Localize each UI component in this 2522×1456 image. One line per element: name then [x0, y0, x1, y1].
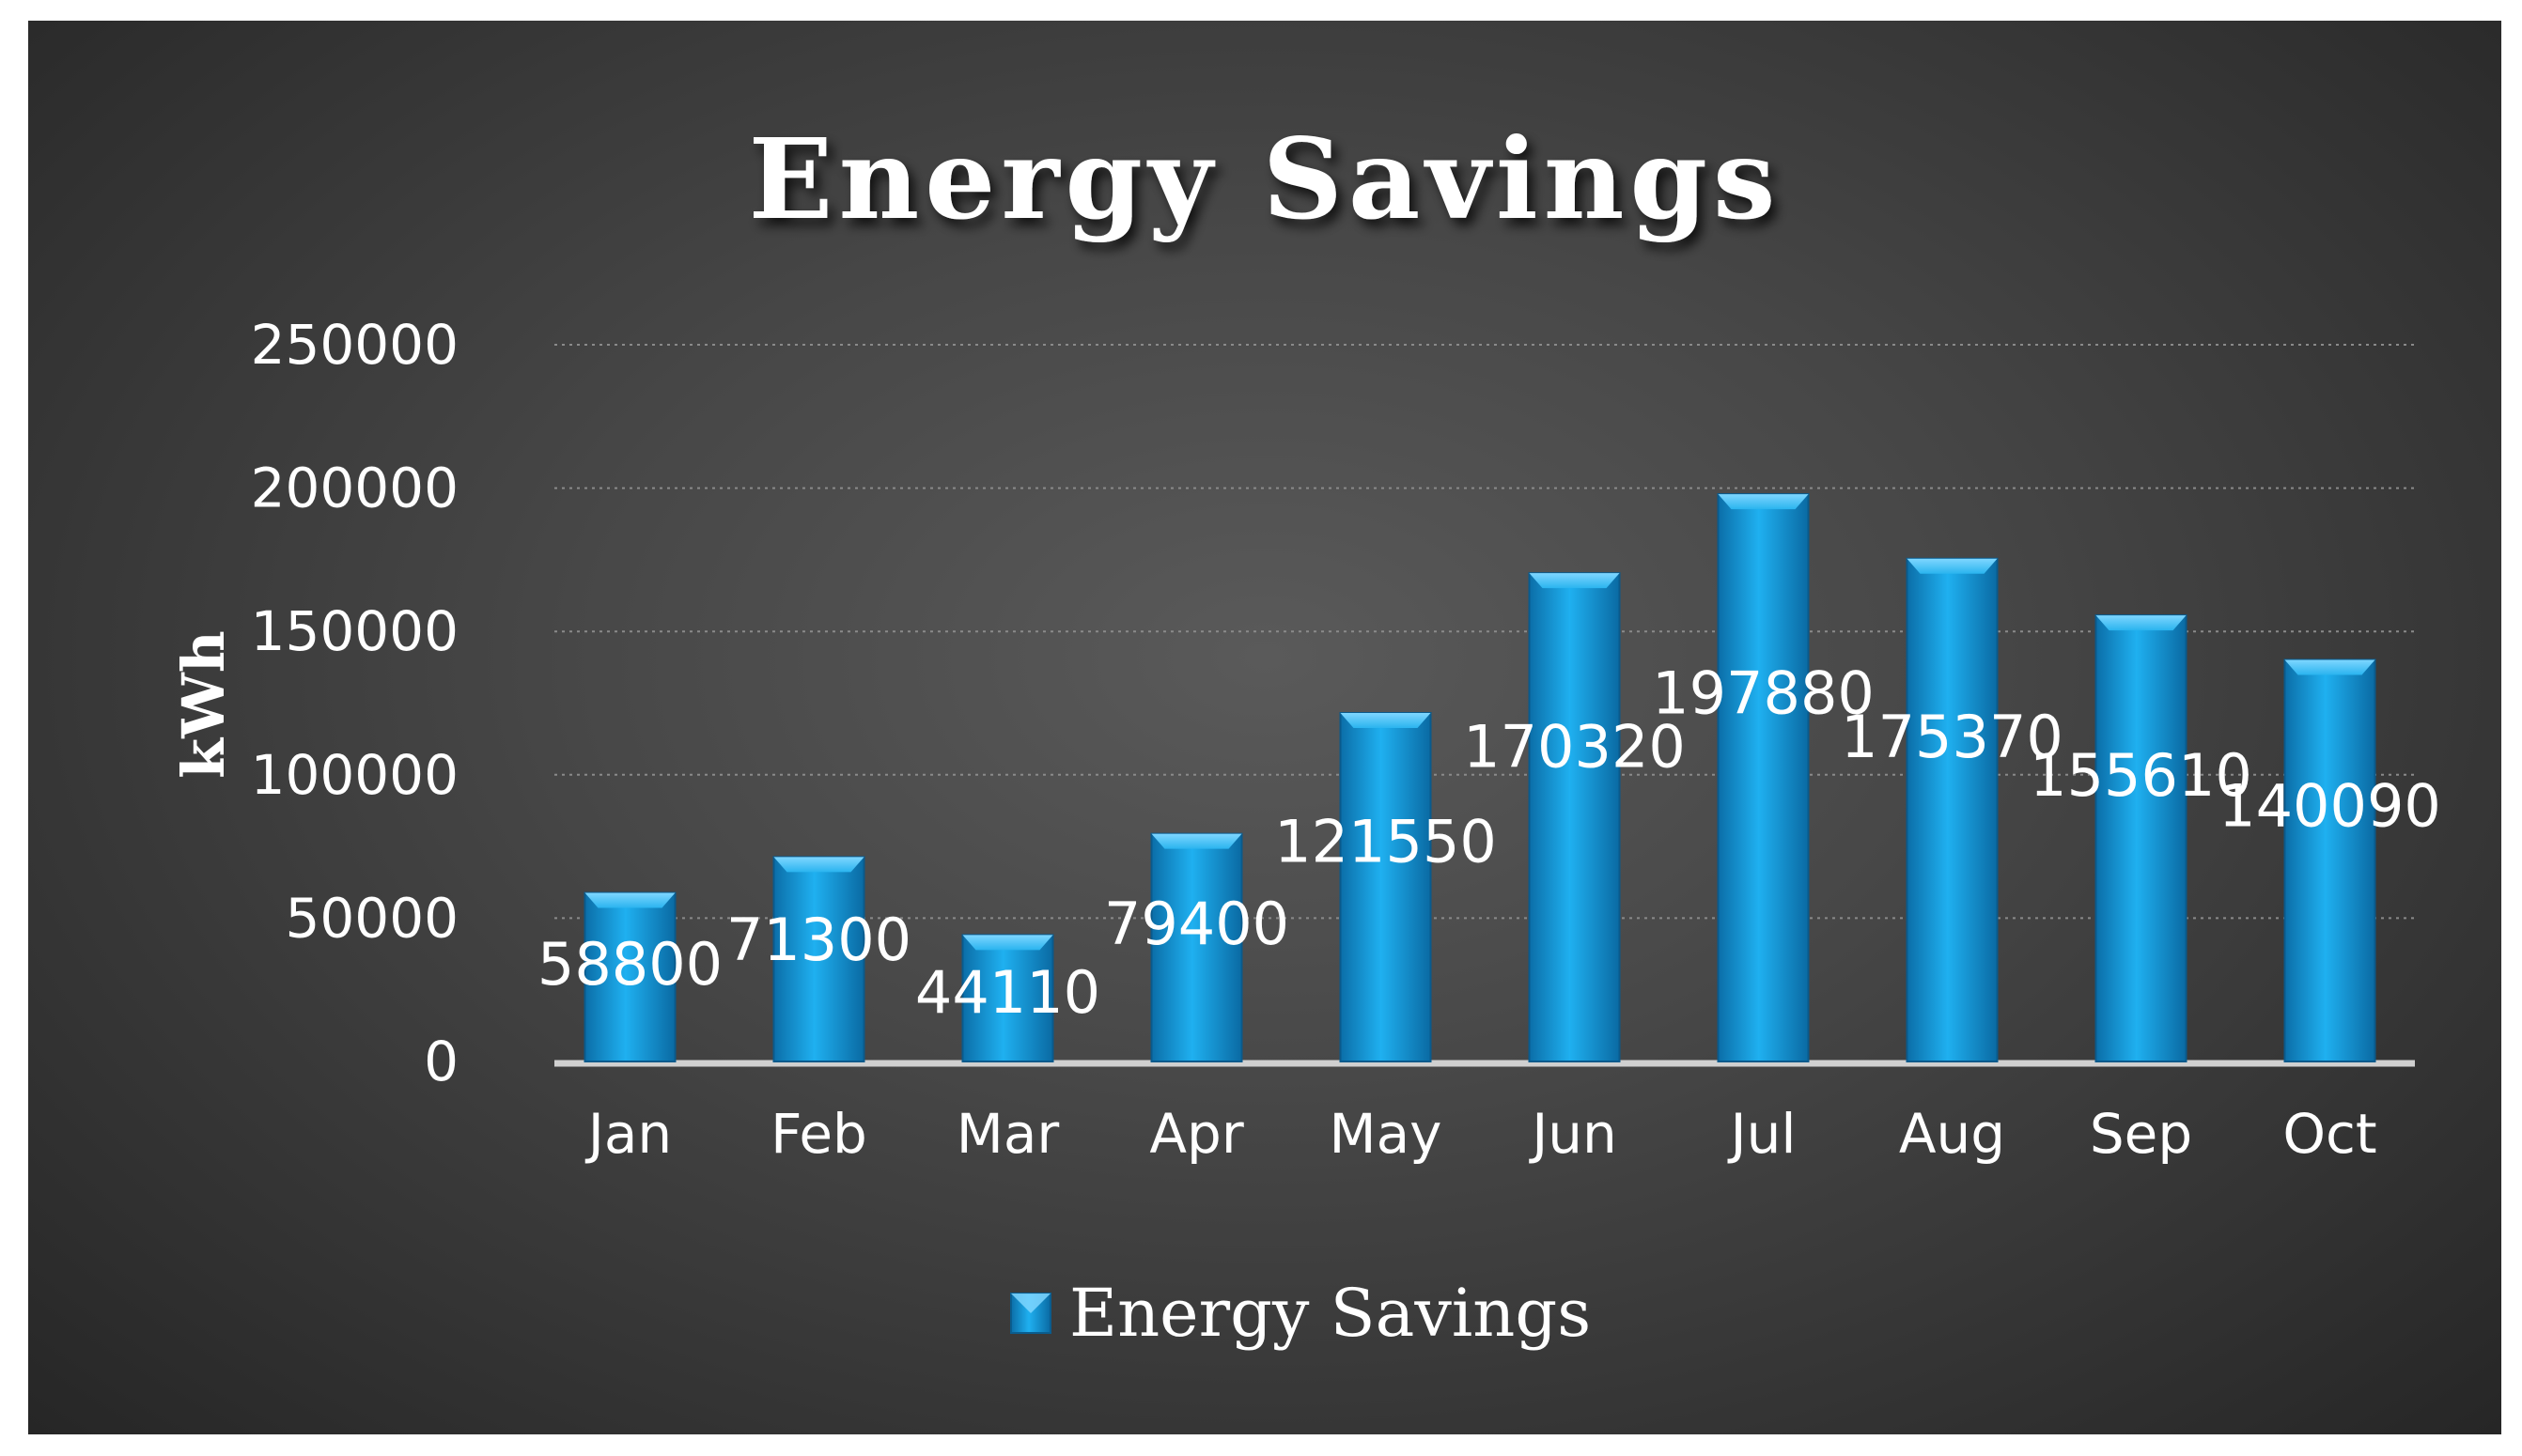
- bar: [2283, 658, 2376, 1062]
- bar: [1339, 712, 1432, 1063]
- data-label: 44110: [915, 958, 1100, 1027]
- data-label: 197880: [1652, 658, 1875, 727]
- data-label: 170320: [1463, 713, 1686, 782]
- y-tick-label: 250000: [251, 313, 459, 377]
- legend-label: Energy Savings: [1069, 1275, 1591, 1352]
- chart-title: Energy Savings: [749, 114, 1782, 244]
- bar: [961, 934, 1054, 1062]
- data-label: 140090: [2218, 771, 2441, 840]
- x-tick-label: Oct: [2282, 1102, 2376, 1166]
- data-label: 121550: [1274, 808, 1497, 876]
- data-label: 155610: [2030, 741, 2252, 810]
- x-tick-label: Mar: [957, 1102, 1060, 1166]
- y-tick-label: 50000: [285, 886, 459, 950]
- x-tick-label: Jan: [585, 1102, 672, 1166]
- data-label: 175370: [1841, 703, 2063, 771]
- bar: [772, 856, 865, 1062]
- x-tick-label: May: [1330, 1102, 1442, 1166]
- legend: Energy Savings: [1010, 1275, 1591, 1352]
- bar: [1528, 572, 1621, 1062]
- bar: [1717, 493, 1810, 1062]
- y-tick-label: 150000: [251, 599, 459, 663]
- x-axis-ticks: Jan Feb Mar Apr May Jun Jul Aug Sep Oct: [585, 1102, 2377, 1166]
- x-tick-label: Jul: [1728, 1102, 1797, 1166]
- bars: [584, 493, 2376, 1063]
- chart-svg: Energy Savings kWh 0 50000 100000 150000 200…: [169, 114, 2441, 1352]
- x-tick-label: Aug: [1899, 1102, 2005, 1166]
- bar: [1150, 832, 1243, 1062]
- x-tick-label: Feb: [771, 1102, 867, 1166]
- x-tick-label: Jun: [1529, 1102, 1617, 1166]
- y-tick-label: 0: [424, 1030, 459, 1093]
- bar: [584, 891, 677, 1063]
- data-label: 58800: [537, 930, 723, 999]
- data-label: 71300: [726, 906, 911, 974]
- y-tick-label: 100000: [251, 743, 459, 807]
- legend-swatch: [1010, 1293, 1051, 1334]
- x-tick-label: Apr: [1149, 1102, 1243, 1166]
- y-tick-label: 200000: [251, 457, 459, 520]
- bar: [1906, 557, 1999, 1062]
- x-tick-label: Sep: [2090, 1102, 2192, 1166]
- y-axis-ticks: 0 50000 100000 150000 200000 250000: [251, 313, 459, 1093]
- y-axis-title: kWh: [169, 630, 238, 779]
- data-label: 79400: [1104, 890, 1289, 958]
- chart-panel: Energy Savings kWh 0 50000 100000 150000 200…: [28, 21, 2501, 1434]
- bar: [2094, 614, 2187, 1063]
